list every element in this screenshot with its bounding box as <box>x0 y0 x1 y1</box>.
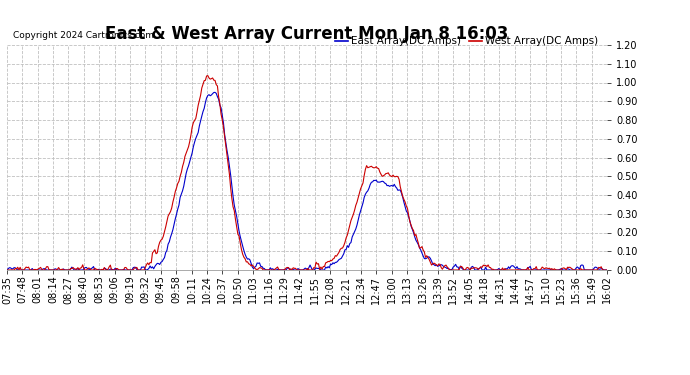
Legend: East Array(DC Amps), West Array(DC Amps): East Array(DC Amps), West Array(DC Amps) <box>331 32 602 51</box>
Text: Copyright 2024 Cartronics.com: Copyright 2024 Cartronics.com <box>13 32 154 40</box>
Title: East & West Array Current Mon Jan 8 16:03: East & West Array Current Mon Jan 8 16:0… <box>106 26 509 44</box>
